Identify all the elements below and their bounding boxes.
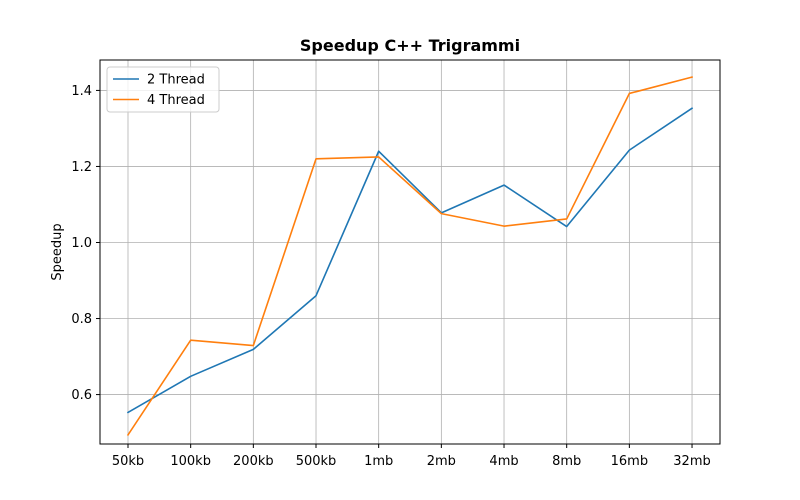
x-tick-label: 32mb bbox=[673, 454, 710, 469]
y-tick-label: 0.6 bbox=[71, 388, 92, 403]
x-tick-label: 4mb bbox=[489, 454, 518, 469]
x-tick-label: 50kb bbox=[112, 454, 144, 469]
plot-frame bbox=[99, 59, 721, 445]
series-line-2 bbox=[126, 76, 694, 436]
x-tick-label: 2mb bbox=[427, 454, 456, 469]
x-tick-label: 16mb bbox=[611, 454, 648, 469]
legend: 2 Thread 4 Thread bbox=[106, 66, 220, 113]
tick-layer: 50kb 100kb 200kb 500kb 1mb 2mb 4mb 8mb 16mb 32mb 0… bbox=[71, 84, 710, 469]
y-tick-label: 0.8 bbox=[71, 312, 92, 327]
y-axis-label: Speedup bbox=[50, 223, 65, 280]
chart-title: Speedup C++ Trigrammi bbox=[300, 36, 520, 55]
grid-layer bbox=[100, 60, 720, 444]
y-tick-label: 1.2 bbox=[71, 160, 92, 175]
y-tick-label: 1.4 bbox=[71, 84, 92, 99]
x-tick-label: 100kb bbox=[170, 454, 211, 469]
series-line-1 bbox=[126, 107, 694, 414]
x-tick-label: 1mb bbox=[364, 454, 393, 469]
legend-label-2: 4 Thread bbox=[147, 93, 205, 108]
series-layer bbox=[126, 76, 694, 436]
x-tick-label: 200kb bbox=[233, 454, 274, 469]
y-tick-label: 1.0 bbox=[71, 236, 92, 251]
legend-label-1: 2 Thread bbox=[147, 73, 205, 88]
x-tick-label: 500kb bbox=[296, 454, 337, 469]
x-tick-label: 8mb bbox=[552, 454, 581, 469]
